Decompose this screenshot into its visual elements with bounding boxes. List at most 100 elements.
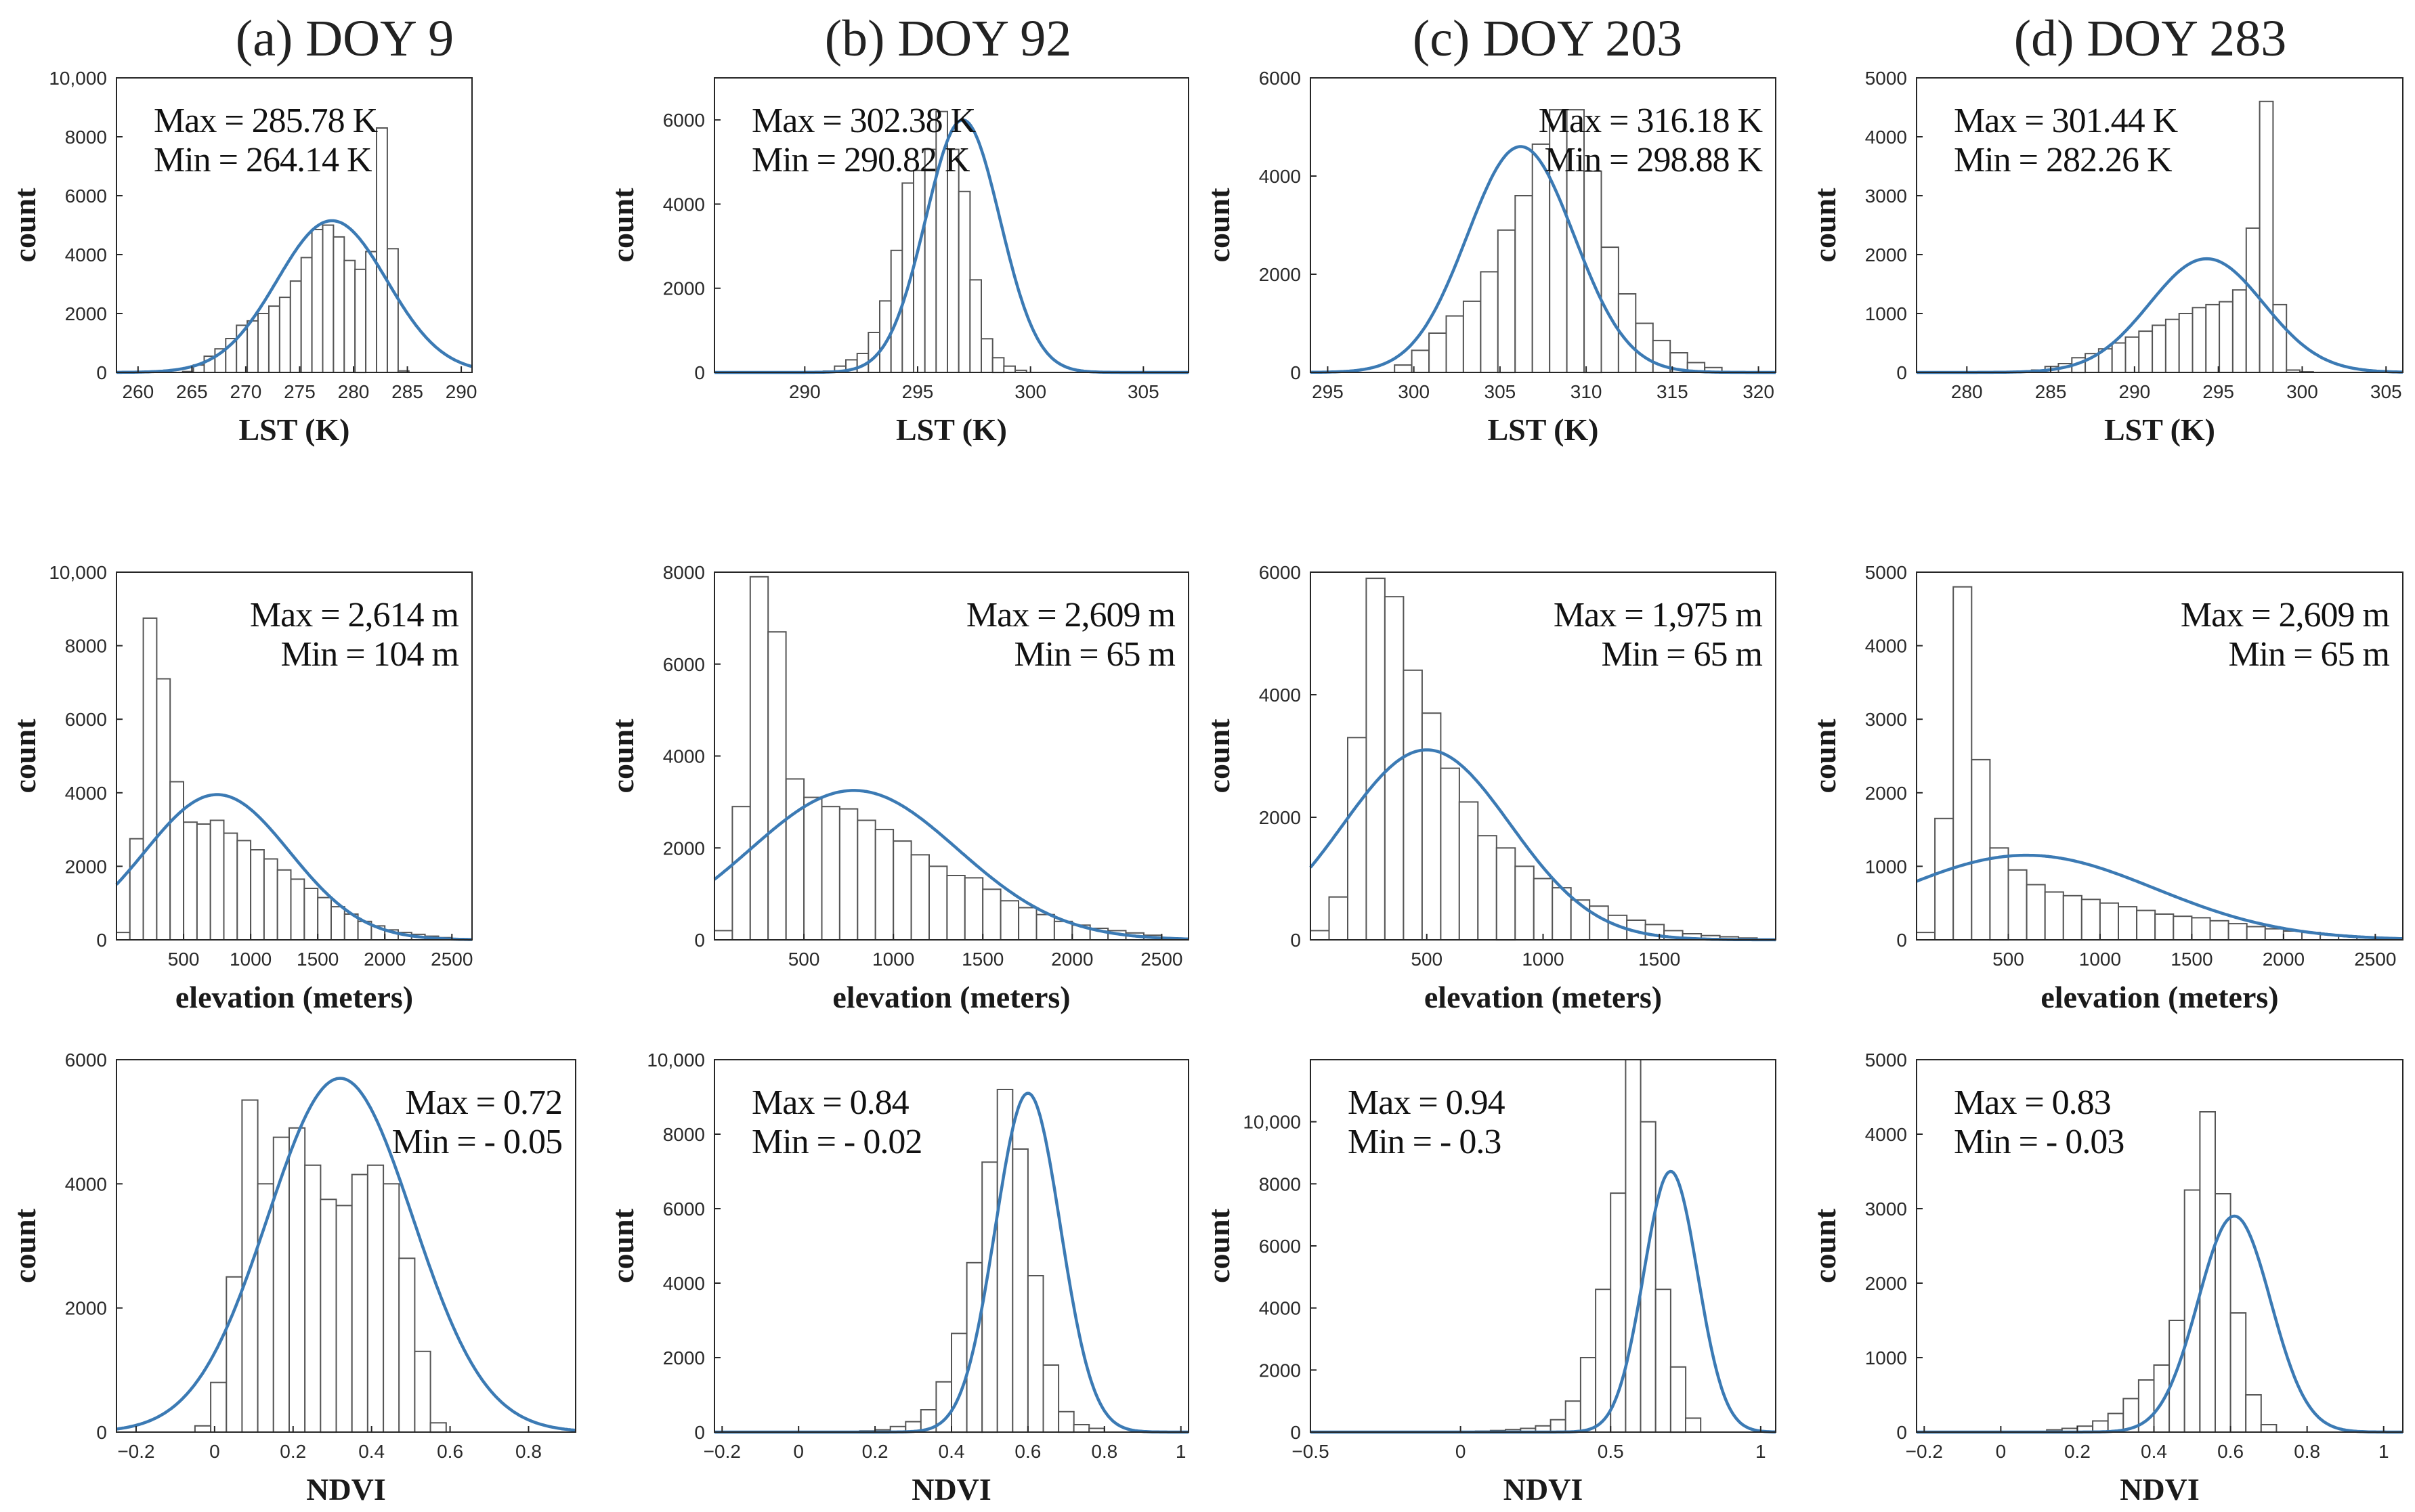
max-annotation: Max = 0.84 [752,1083,910,1122]
histogram-bar [1462,300,1482,373]
x-tick-label: 295 [902,381,934,402]
histogram-bar [1053,920,1073,941]
histogram-bar [2026,884,2046,941]
histogram-bar [223,832,238,941]
histogram-bar [247,320,259,373]
chart-panel-b-ndvi: −0.2 0 0.2 0.4 0.6 0.8 10200040006000800010,00… [605,1050,1189,1507]
histogram-bar [1617,293,1637,373]
y-tick-label: 5000 [1865,68,1907,89]
x-tick-label: 260 [122,381,154,402]
histogram-bar [857,819,876,941]
x-tick-label: 2000 [364,949,406,970]
x-tick-label: 1500 [962,949,1004,970]
histogram-bar [142,617,158,941]
histogram-bar [1000,900,1019,941]
x-tick-label: 0.2 [2064,1441,2091,1462]
y-tick-label: 6000 [1259,1236,1301,1257]
histogram-bar [1458,801,1479,941]
histogram-bar [1073,1424,1090,1433]
x-tick-label: 275 [284,381,316,402]
histogram-bar [2219,301,2234,374]
normal-fit-curve [1310,1169,1776,1434]
histogram-bar [194,1425,212,1433]
x-tick-label: 300 [2286,381,2318,402]
y-tick-label: 0 [1290,930,1301,951]
y-tick-label: 0 [1896,1422,1907,1443]
y-axis-label: count [1201,188,1236,263]
histogram-bar [429,1422,447,1433]
histogram-bar [366,1164,385,1433]
min-annotation: Min = 264.14 K [154,141,372,179]
histogram-bar [947,148,960,373]
x-axis-label: LST (K) [896,412,1007,447]
y-tick-label: 8000 [65,636,107,657]
histogram-bar [2138,330,2154,374]
x-axis-label: LST (K) [1487,412,1598,447]
histogram-bar [1625,1059,1642,1433]
plot-frame [1916,1059,2403,1433]
column-titles: (a) DOY 9 (b) DOY 92 (c) DOY 203 (d) DOY… [236,10,2286,67]
histogram-bar [1394,364,1413,373]
y-axis-label: count [1808,188,1842,263]
y-tick-label: 4000 [1865,127,1907,148]
histogram-bar [317,897,333,941]
x-tick-label: 300 [1014,381,1046,402]
x-tick-label: 1500 [297,949,339,970]
x-tick-label: 0.8 [2294,1441,2320,1462]
max-annotation: Max = 301.44 K [1954,102,2179,140]
y-tick-label: 2000 [663,1347,705,1368]
histogram-bar [928,865,948,941]
y-tick-label: 6000 [65,186,107,207]
y-tick-label: 0 [694,930,705,951]
x-axis-label: elevation (meters) [1424,980,1662,1014]
y-tick-label: 8000 [65,127,107,148]
y-tick-label: 2000 [663,278,705,299]
chart-panel-d-elev: 500 1000 1500 2000 2500 0 1000 2000 3000 4000 5000… [1808,562,2403,1014]
plot-frame [1916,571,2403,941]
x-tick-label: 0 [793,1441,804,1462]
column-title-a: (a) DOY 9 [236,10,454,67]
histogram-bar [731,806,751,941]
histogram-bar [1549,109,1568,373]
y-tick-label: 4000 [65,244,107,265]
x-tick-label: 1 [2378,1441,2389,1462]
y-tick-label: 2000 [1865,783,1907,804]
histogram-bar [2111,342,2127,373]
y-tick-label: 3000 [1865,1198,1907,1219]
x-tick-label: 2500 [1140,949,1182,970]
x-tick-label: 0.6 [2217,1441,2244,1462]
histogram-bar [1035,913,1055,941]
min-annotation: Min = 282.26 K [1954,141,2173,179]
min-annotation: Min = 298.88 K [1544,141,1763,179]
y-tick-label: 2000 [663,838,705,859]
histogram-bar [2062,894,2082,941]
histogram-bar [964,877,984,941]
histogram-bar [1989,847,2009,941]
histogram-bar [2191,917,2211,941]
y-tick-label: 0 [96,362,107,383]
y-tick-label: 8000 [1259,1173,1301,1194]
histogram-bar [383,1183,400,1433]
max-annotation: Max = 1,975 m [1554,596,1763,634]
histogram-bar [1514,865,1535,941]
histogram-bar [1495,847,1516,941]
histogram-bar [169,781,184,941]
x-tick-label: 315 [1657,381,1688,402]
min-annotation: Min = - 0.3 [1348,1123,1501,1161]
y-tick-label: 2000 [65,303,107,324]
y-tick-label: 8000 [663,562,705,583]
x-tick-label: 300 [1398,381,1430,402]
histogram-bar [2173,915,2193,941]
x-tick-label: 280 [1951,381,1983,402]
x-tick-label: 1500 [1638,949,1680,970]
histogram-bar [289,280,302,373]
x-tick-label: 0.2 [280,1441,306,1462]
histogram-bar [257,313,270,373]
histogram-bar [1058,1410,1075,1433]
x-tick-label: 0 [1996,1441,2007,1462]
y-tick-label: 10,000 [1243,1112,1301,1133]
x-tick-label: 1000 [2079,949,2121,970]
chart-panel-d-ndvi: −0.2 0 0.2 0.4 0.6 0.8 1010002000300040005000N… [1808,1050,2403,1507]
y-tick-label: 2000 [65,1298,107,1319]
histogram-bar [2245,1394,2262,1433]
